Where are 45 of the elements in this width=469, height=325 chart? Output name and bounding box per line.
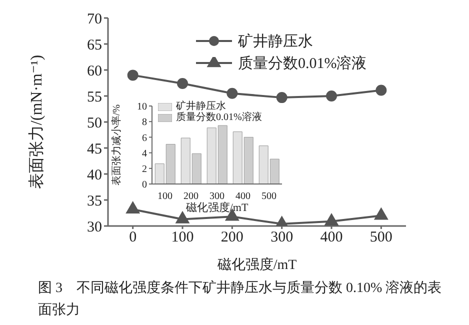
y-tick-label: 55 bbox=[87, 89, 102, 106]
x-tick-label: 500 bbox=[370, 230, 392, 246]
legend-label: 矿井静压水 bbox=[176, 101, 226, 112]
x-tick-label: 300 bbox=[270, 230, 294, 246]
y-tick-label: 35 bbox=[87, 193, 102, 210]
point bbox=[126, 202, 140, 214]
point bbox=[226, 88, 238, 99]
y-tick-label: 45 bbox=[87, 141, 102, 158]
legend-label: 质量分数0.01%溶液 bbox=[238, 54, 367, 72]
y-tick-label: 65 bbox=[87, 37, 102, 54]
point bbox=[177, 78, 188, 90]
legend-label: 矿井静压水 bbox=[238, 32, 313, 50]
y-tick-label: 60 bbox=[87, 63, 102, 80]
y-tick-label: 40 bbox=[87, 167, 102, 184]
x-tick-label: 500 bbox=[262, 191, 276, 202]
y-tick-label: 2 bbox=[142, 164, 147, 175]
y-tick-label: 30 bbox=[87, 219, 102, 236]
point bbox=[376, 84, 387, 96]
x-tick-label: 200 bbox=[184, 191, 198, 202]
x-axis-title: 磁化强度/mT bbox=[184, 201, 248, 214]
x-tick-label: 0 bbox=[129, 230, 137, 246]
point bbox=[324, 213, 338, 226]
y-tick-label: 50 bbox=[87, 115, 102, 132]
legend-label: 质量分数0.01%溶液 bbox=[176, 112, 262, 123]
y-tick-label: 10 bbox=[137, 102, 147, 113]
x-tick-label: 200 bbox=[220, 230, 244, 246]
x-tick-label: 300 bbox=[210, 191, 224, 202]
caption: 图 3 不同磁化强度条件下矿井静压水与质量分数 0.10% 溶液的表面张力 bbox=[38, 279, 443, 320]
y-tick-label: 6 bbox=[142, 132, 147, 144]
point bbox=[276, 92, 288, 104]
y-tick-label: 8 bbox=[142, 117, 147, 128]
point bbox=[176, 211, 190, 224]
x-tick-label: 100 bbox=[158, 191, 172, 202]
y-tick-label: 70 bbox=[87, 11, 102, 28]
y-tick-label: 0 bbox=[142, 180, 147, 191]
y-axis-title: 表面张力减小率/% bbox=[110, 104, 123, 186]
y-axis-title: 表面张力/(mN·m⁻¹) bbox=[28, 54, 46, 190]
point bbox=[374, 208, 388, 220]
y-tick-label: 4 bbox=[142, 148, 147, 160]
point bbox=[127, 70, 138, 81]
x-tick-label: 400 bbox=[320, 230, 343, 246]
point bbox=[326, 90, 337, 102]
x-tick-label: 100 bbox=[171, 230, 194, 246]
x-tick-label: 400 bbox=[236, 191, 250, 202]
x-axis-title: 磁化强度/mT bbox=[216, 257, 298, 273]
